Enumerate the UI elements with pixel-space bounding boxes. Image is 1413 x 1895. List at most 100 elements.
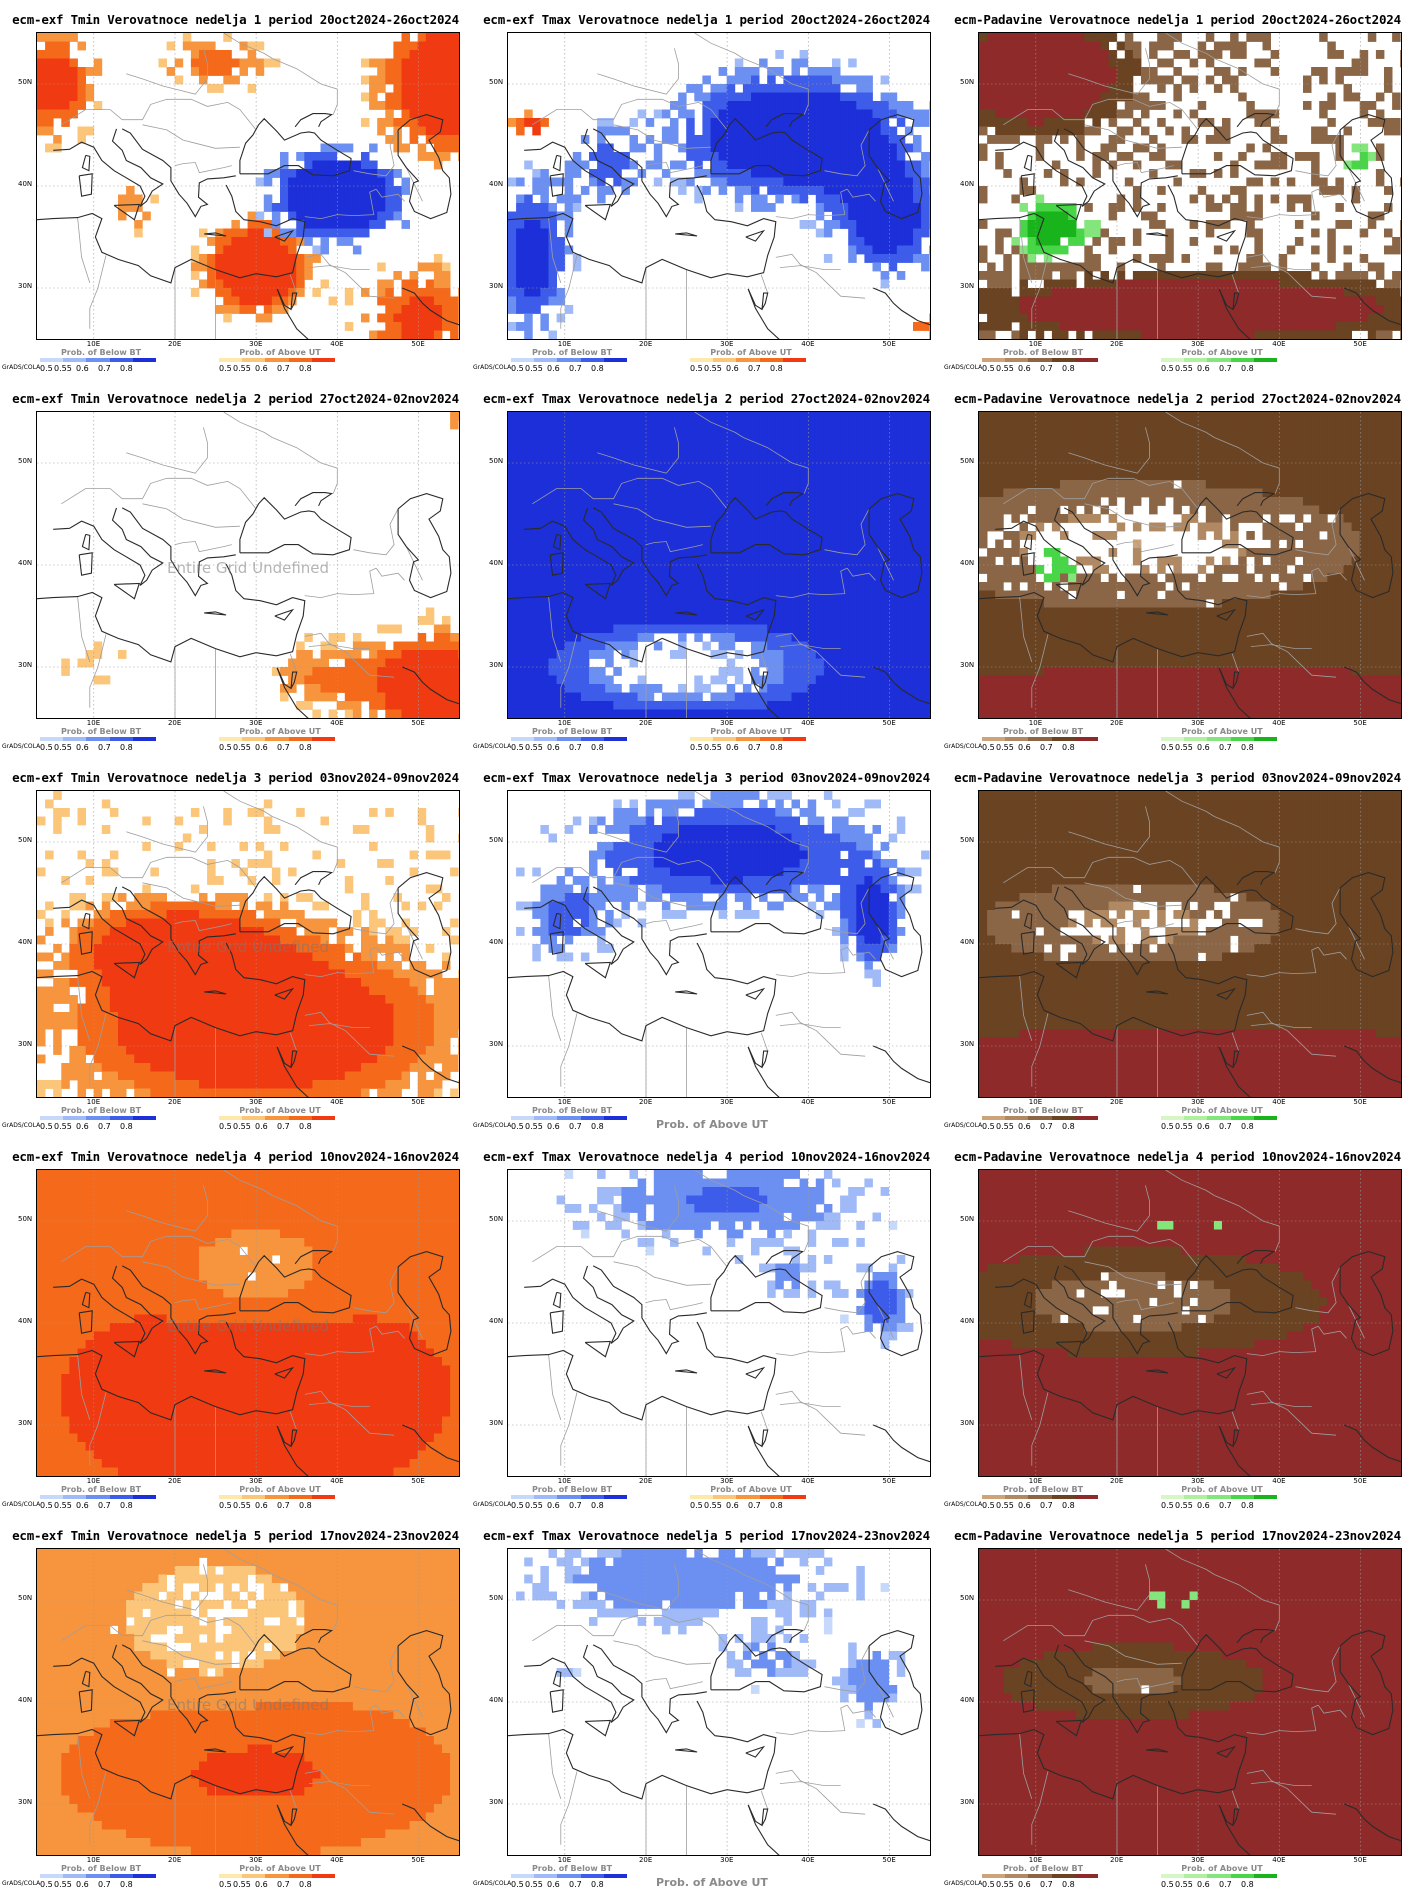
legend-tick-label: 0.55 — [996, 743, 1014, 752]
legend-swatch — [690, 358, 714, 362]
country-border — [846, 946, 876, 960]
coastline — [274, 987, 295, 1000]
longitude-tick-label: 30E — [1191, 1477, 1205, 1485]
country-border — [61, 856, 257, 889]
country-border — [1250, 1781, 1312, 1786]
country-border — [613, 124, 711, 149]
legend-tick-label: 0.55 — [54, 1880, 72, 1889]
legend-color-bar — [219, 737, 336, 741]
map-panel: ecm-exf Tmin Verovatnoce nedelja 2 perio… — [0, 379, 471, 758]
probability-field — [37, 791, 459, 1097]
latitude-tick-label: 30N — [960, 282, 975, 290]
legend-ticks: 0.5 0.55 0.6 0.7 0.8 — [686, 743, 816, 753]
coastline — [592, 886, 707, 976]
legend-swatch — [1074, 1874, 1099, 1878]
coastline — [1343, 666, 1401, 705]
color-legend: GrADS/COLA Prob. of Below BT 0.5 0.55 0.6 0.7… — [942, 1485, 1413, 1513]
coastline — [1218, 288, 1251, 339]
legend-ticks: 0.5 0.55 0.6 0.7 0.8 — [36, 1880, 166, 1890]
coastline — [113, 582, 141, 600]
coastline — [508, 1700, 777, 1800]
color-legend: GrADS/COLA Prob. of Below BT 0.5 0.55 0.6 0.7… — [0, 1106, 471, 1134]
legend-color-bar — [690, 1495, 807, 1499]
legend-swatch — [782, 737, 807, 741]
country-border — [760, 1411, 769, 1431]
longitude-tick-label: 40E — [330, 1477, 344, 1485]
country-border — [142, 1261, 240, 1286]
country-border — [1317, 188, 1347, 202]
legend-ticks: 0.5 0.55 0.6 0.7 0.8 — [1157, 1501, 1287, 1511]
grads-credit: GrADS/COLA — [2, 1880, 41, 1887]
legend-title: Prob. of Below BT — [60, 1485, 142, 1494]
legend-tick-label: 0.7 — [1040, 1501, 1053, 1510]
coastline — [274, 229, 295, 242]
latitude-tick-label: 50N — [489, 1215, 504, 1223]
country-border — [1250, 1023, 1312, 1028]
longitude-tick-label: 50E — [411, 719, 425, 727]
legend-tick-label: 0.7 — [1040, 1122, 1053, 1131]
coastline — [78, 1310, 93, 1334]
legend-tick-label: 0.6 — [76, 1880, 89, 1889]
country-border — [289, 1790, 298, 1810]
coastline — [1236, 492, 1276, 507]
country-border — [846, 188, 876, 202]
legend-swatch — [265, 1495, 289, 1499]
country-border — [308, 1402, 370, 1407]
legend-title: Prob. of Above UT — [1181, 348, 1263, 357]
coastline — [710, 1254, 823, 1314]
legend-swatch — [288, 737, 312, 741]
coastline — [1236, 1629, 1276, 1644]
longitude-tick-label: 10E — [557, 719, 572, 727]
coastline — [276, 1046, 309, 1097]
country-border — [1214, 1195, 1280, 1252]
legend-swatch — [782, 1495, 807, 1499]
legend-color-bar — [219, 1874, 336, 1878]
longitude-tick-label: 10E — [86, 340, 101, 348]
country-border — [1246, 1390, 1337, 1436]
legend-title: Prob. of Below BT — [1002, 1106, 1084, 1115]
country-border — [174, 541, 232, 553]
coastline — [1218, 1804, 1240, 1827]
probability-map — [978, 32, 1402, 340]
probability-map — [507, 790, 931, 1098]
probability-map — [36, 32, 460, 340]
legend-color-bar — [1161, 1495, 1278, 1499]
coastline — [675, 1369, 698, 1374]
coastline — [121, 1644, 236, 1734]
coastline — [1216, 1745, 1237, 1758]
coastline — [872, 287, 930, 326]
coastline — [37, 563, 306, 663]
coastline — [294, 1629, 334, 1644]
legend-ticks: 0.5 0.55 0.6 0.7 0.8 — [507, 1122, 637, 1132]
coastline — [1218, 1046, 1240, 1069]
coastline — [274, 1366, 295, 1379]
country-border — [1295, 129, 1341, 177]
country-border — [304, 253, 395, 299]
country-border — [775, 1769, 866, 1815]
latitude-tick-label: 30N — [18, 1798, 33, 1806]
coastline — [1181, 1254, 1294, 1314]
legend-above: Prob. of Above UT 0.5 0.55 0.6 0.7 0.8 — [686, 727, 816, 755]
coastline — [552, 1291, 562, 1309]
longitude-tick-label: 10E — [557, 1477, 572, 1485]
legend-tick-label: 0.7 — [277, 743, 290, 752]
probability-map — [507, 1169, 931, 1477]
legend-tick-label: 0.55 — [233, 364, 251, 373]
country-border — [89, 255, 107, 329]
legend-tick-label: 0.6 — [726, 1501, 739, 1510]
color-legend: GrADS/COLA Prob. of Below BT 0.5 0.55 0.6 0.7… — [0, 1485, 471, 1513]
legend-tick-label: 0.8 — [770, 743, 783, 752]
country-border — [1116, 1678, 1174, 1690]
legend-swatch — [511, 1116, 535, 1120]
legend-swatch — [242, 1495, 266, 1499]
legend-tick-label: 0.5 — [219, 1501, 232, 1510]
legend-tick-label: 0.7 — [569, 743, 582, 752]
legend-tick-label: 0.6 — [1197, 1880, 1210, 1889]
legend-title: Prob. of Below BT — [60, 348, 142, 357]
latitude-tick-label: 40N — [489, 1696, 504, 1704]
legend-above: Prob. of Above UT 0.5 0.55 0.6 0.7 0.8 — [686, 348, 816, 376]
country-border — [142, 882, 240, 907]
longitude-tick-label: 30E — [249, 1477, 263, 1485]
coastline — [1236, 1250, 1276, 1265]
coastline — [1020, 1310, 1035, 1334]
